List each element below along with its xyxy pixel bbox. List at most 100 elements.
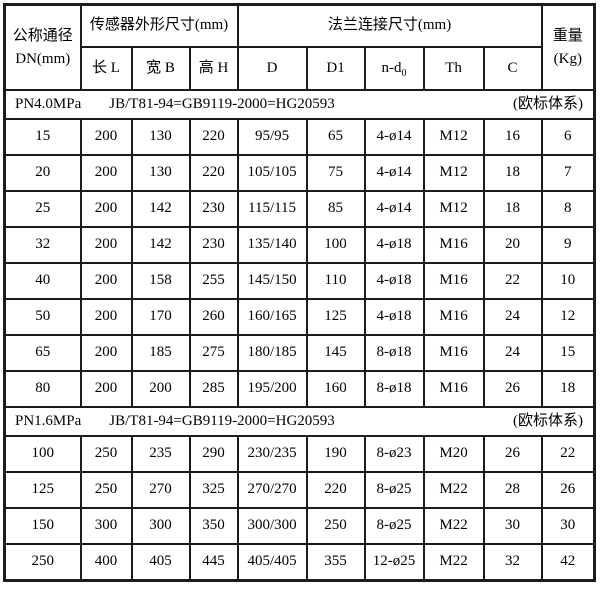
data-cell: 135/140 <box>236 226 308 264</box>
data-cell: 100 <box>305 226 366 264</box>
pressure-rating: PN4.0MPa <box>15 95 82 112</box>
standard-system-note: (欧标体系) <box>513 412 584 429</box>
data-row: 250 400 405 445 405/405 355 12-ø25 M22 32 42 <box>3 543 596 582</box>
data-cell: 8-ø25 <box>363 507 425 545</box>
col-header-d: D <box>236 46 308 91</box>
col-header-height-h: 高 H <box>188 46 239 91</box>
section-header-cell: PN4.0MPa JB/T81-94=GB9119-2000=HG20593 (… <box>3 89 596 120</box>
data-cell: M22 <box>422 507 485 545</box>
data-cell: 4-ø18 <box>363 262 425 300</box>
data-cell: M12 <box>422 154 485 192</box>
data-cell: 28 <box>482 471 543 509</box>
data-cell: 200 <box>79 154 133 192</box>
data-cell: 255 <box>188 262 239 300</box>
data-cell: M22 <box>422 471 485 509</box>
data-cell: 325 <box>188 471 239 509</box>
standard-code: JB/T81-94=GB9119-2000=HG20593 <box>109 95 335 112</box>
data-cell: 95/95 <box>236 118 308 156</box>
header-row-columns: 长 L 宽 B 高 H D D1 n-d0 Th C <box>5 46 595 91</box>
data-cell: 65 <box>3 334 82 372</box>
data-cell: 8-ø18 <box>363 370 425 408</box>
data-cell: 4-ø14 <box>363 118 425 156</box>
data-cell: 200 <box>79 334 133 372</box>
data-cell: 250 <box>79 435 133 473</box>
data-cell: 200 <box>130 370 191 408</box>
col-header-weight: 重量 (Kg) <box>540 3 596 91</box>
data-cell: 200 <box>79 118 133 156</box>
data-cell: 24 <box>482 334 543 372</box>
data-cell: 300 <box>79 507 133 545</box>
data-cell: 200 <box>79 262 133 300</box>
data-cell: 270/270 <box>236 471 308 509</box>
data-cell: 285 <box>188 370 239 408</box>
data-cell: 26 <box>482 370 543 408</box>
standard-system-note: (欧标体系) <box>513 95 584 112</box>
data-cell: 25 <box>3 190 82 228</box>
data-cell: 15 <box>540 334 596 372</box>
data-cell: 8-ø23 <box>363 435 425 473</box>
data-cell: 42 <box>540 543 596 582</box>
n-d0-base: n-d <box>381 59 402 76</box>
data-cell: 350 <box>188 507 239 545</box>
data-row: 25 200 142 230 115/115 85 4-ø14 M12 18 8 <box>3 190 596 228</box>
data-cell: 170 <box>130 298 191 336</box>
data-cell: 12-ø25 <box>363 543 425 582</box>
col-header-th: Th <box>422 46 485 91</box>
data-cell: 15 <box>3 118 82 156</box>
data-cell: 220 <box>305 471 366 509</box>
data-cell: 26 <box>482 435 543 473</box>
col-header-width-b: 宽 B <box>130 46 191 91</box>
data-row: 80 200 200 285 195/200 160 8-ø18 M16 26 18 <box>3 370 596 408</box>
data-cell: 160/165 <box>236 298 308 336</box>
n-d0-subscript: 0 <box>401 67 407 79</box>
data-cell: M22 <box>422 543 485 582</box>
data-row: 32 200 142 230 135/140 100 4-ø18 M16 20 9 <box>3 226 596 264</box>
data-cell: 18 <box>482 190 543 228</box>
data-cell: 8-ø25 <box>363 471 425 509</box>
data-cell: 190 <box>305 435 366 473</box>
data-cell: 142 <box>130 226 191 264</box>
section-header-row: PN4.0MPa JB/T81-94=GB9119-2000=HG20593 (… <box>3 89 596 120</box>
data-cell: 9 <box>540 226 596 264</box>
section-pn1-6mpa: PN1.6MPa JB/T81-94=GB9119-2000=HG20593 (… <box>3 406 596 582</box>
data-cell: 130 <box>130 154 191 192</box>
data-cell: 142 <box>130 190 191 228</box>
data-cell: 4-ø18 <box>363 226 425 264</box>
data-cell: 235 <box>130 435 191 473</box>
dn-label-line1: 公称通径 <box>12 28 73 44</box>
data-cell: 22 <box>540 435 596 473</box>
data-cell: M16 <box>422 334 485 372</box>
data-cell: 4-ø18 <box>363 298 425 336</box>
data-cell: 125 <box>305 298 366 336</box>
data-cell: 200 <box>79 370 133 408</box>
data-row: 65 200 185 275 180/185 145 8-ø18 M16 24 15 <box>3 334 596 372</box>
standard-code: JB/T81-94=GB9119-2000=HG20593 <box>109 412 335 429</box>
data-cell: 40 <box>3 262 82 300</box>
col-header-d1: D1 <box>305 46 366 91</box>
data-cell: 80 <box>3 370 82 408</box>
data-cell: 260 <box>188 298 239 336</box>
data-cell: M16 <box>422 226 485 264</box>
data-cell: 275 <box>188 334 239 372</box>
data-cell: 18 <box>540 370 596 408</box>
data-cell: 250 <box>79 471 133 509</box>
data-cell: 24 <box>482 298 543 336</box>
data-cell: 8-ø18 <box>363 334 425 372</box>
data-cell: 300/300 <box>236 507 308 545</box>
data-cell: 220 <box>188 118 239 156</box>
data-cell: 20 <box>3 154 82 192</box>
data-cell: 160 <box>305 370 366 408</box>
data-cell: 4-ø14 <box>363 190 425 228</box>
data-cell: 6 <box>540 118 596 156</box>
data-cell: 150 <box>3 507 82 545</box>
data-cell: 230/235 <box>236 435 308 473</box>
data-cell: 355 <box>305 543 366 582</box>
data-cell: 185 <box>130 334 191 372</box>
data-cell: 85 <box>305 190 366 228</box>
pressure-rating: PN1.6MPa <box>15 412 82 429</box>
data-cell: 8 <box>540 190 596 228</box>
section-header-row: PN1.6MPa JB/T81-94=GB9119-2000=HG20593 (… <box>3 406 596 437</box>
data-cell: 65 <box>305 118 366 156</box>
data-cell: 200 <box>79 190 133 228</box>
data-cell: 50 <box>3 298 82 336</box>
